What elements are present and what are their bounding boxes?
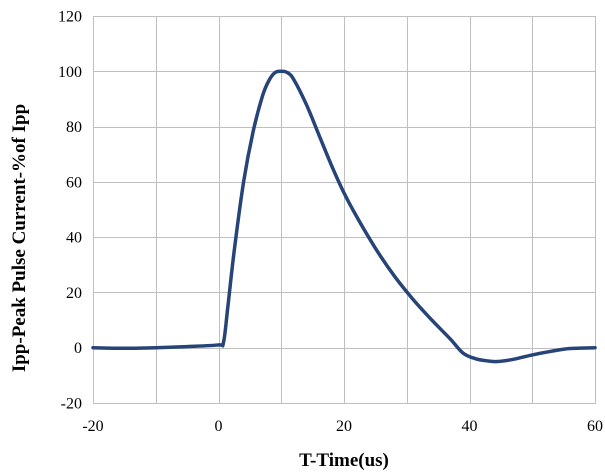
y-tick-label: 0 — [74, 340, 82, 357]
y-tick-label: 100 — [58, 64, 82, 81]
y-tick-label: 120 — [58, 9, 82, 26]
x-tick-label: 60 — [587, 418, 603, 435]
x-tick-label: 20 — [336, 418, 352, 435]
grid-lines — [93, 16, 596, 404]
plot-area-frame — [93, 16, 596, 404]
x-axis-tick-labels: -20 0 20 40 60 — [82, 418, 603, 435]
y-axis-tick-labels: -20 0 20 40 60 80 100 120 — [58, 9, 82, 413]
x-axis-title: T-Time(us) — [299, 450, 389, 471]
y-tick-label: 80 — [66, 119, 82, 136]
y-tick-label: 40 — [66, 230, 82, 247]
series-layer — [91, 69, 597, 364]
series-line — [91, 69, 597, 364]
y-tick-label: 20 — [66, 285, 82, 302]
x-tick-label: -20 — [82, 418, 103, 435]
y-tick-label: -20 — [61, 396, 82, 413]
y-tick-label: 60 — [66, 174, 82, 191]
x-tick-label: 40 — [462, 418, 478, 435]
y-axis-title: Ipp-Peak Pulse Current-%of Ipp — [9, 104, 30, 372]
x-tick-label: 0 — [215, 418, 223, 435]
